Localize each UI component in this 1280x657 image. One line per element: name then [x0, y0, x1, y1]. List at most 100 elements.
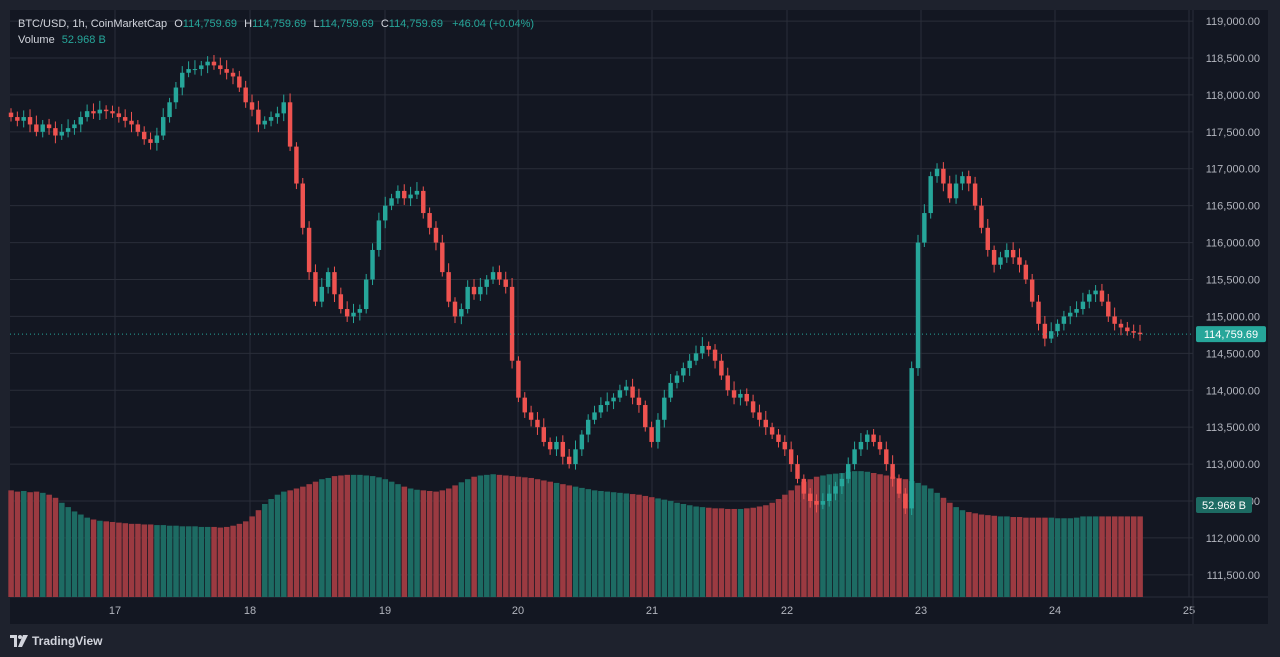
tradingview-logo[interactable]: TradingView: [10, 634, 102, 648]
volume-bar: [179, 526, 186, 597]
volume-bar: [452, 485, 458, 597]
candle-body: [459, 309, 464, 317]
candle-body: [161, 117, 166, 136]
candle-body: [865, 434, 870, 442]
volume-bar: [147, 524, 154, 597]
candle-body: [15, 117, 20, 121]
candle-body: [408, 194, 413, 199]
candle-body: [624, 386, 629, 391]
volume-bar: [97, 520, 103, 597]
volume-bar: [667, 500, 674, 597]
candle-body: [319, 286, 325, 302]
candle-body: [928, 176, 933, 214]
candle-body: [522, 397, 527, 413]
candle-body: [738, 393, 743, 398]
volume-bar: [281, 491, 287, 597]
volume-bar: [763, 505, 769, 597]
x-tick-label: 17: [109, 605, 121, 617]
candle-body: [776, 434, 781, 442]
candle-body: [154, 135, 160, 143]
volume-bar: [503, 475, 509, 597]
candle-body: [801, 478, 807, 494]
candle-body: [65, 128, 71, 132]
volume-bar: [718, 508, 725, 597]
candle-body: [909, 368, 914, 509]
volume-bar: [712, 508, 718, 597]
volume-bar: [420, 490, 427, 597]
volume-bar: [617, 492, 623, 597]
candle-body: [471, 286, 477, 295]
volume-bar: [699, 507, 706, 597]
candle-body: [1118, 323, 1124, 328]
volume-bar: [325, 477, 332, 597]
candle-body: [541, 427, 547, 442]
candle-body: [287, 102, 293, 147]
candle-body: [192, 69, 198, 71]
candle-body: [960, 176, 965, 184]
candle-body: [839, 478, 845, 487]
candle-body: [700, 345, 705, 354]
candle-body: [110, 111, 115, 114]
candle-body: [46, 124, 52, 129]
volume-bar: [877, 474, 883, 597]
candle-body: [598, 405, 604, 413]
candle-body: [750, 401, 756, 413]
candle-body: [218, 65, 223, 70]
volume-bar: [217, 527, 224, 597]
volume-bar: [1092, 516, 1099, 597]
volume-bar: [1023, 517, 1029, 597]
volume-bar: [902, 479, 909, 597]
candle-body: [890, 464, 895, 479]
symbol-label[interactable]: BTC/USD, 1h, CoinMarketCap: [18, 18, 168, 30]
candle-body: [795, 464, 800, 479]
candle-body: [985, 227, 990, 250]
x-tick-label: 21: [646, 605, 658, 617]
open-label: O: [174, 18, 183, 30]
candle-body: [941, 168, 946, 184]
volume-bar: [636, 494, 642, 597]
y-tick-label: 114,500.00: [1206, 348, 1260, 360]
volume-bar: [522, 477, 528, 597]
x-tick-label: 23: [915, 605, 927, 617]
candle-body: [966, 176, 971, 184]
candle-body: [1137, 332, 1143, 335]
high-label: H: [244, 18, 253, 30]
volume-bar: [947, 502, 953, 597]
candle-body: [484, 279, 489, 287]
candle-body: [84, 111, 90, 118]
candle-body: [807, 493, 813, 502]
x-tick-label: 24: [1049, 605, 1061, 617]
volume-bar: [369, 476, 376, 597]
volume-bar: [433, 491, 439, 597]
candle-body: [325, 272, 331, 287]
volume-bar: [598, 490, 604, 597]
volume-bar: [832, 473, 839, 597]
y-tick-label: 118,000.00: [1206, 90, 1260, 102]
volume-bar: [1029, 517, 1036, 597]
volume-bar: [319, 479, 325, 597]
volume-bar: [896, 477, 902, 597]
volume-bar: [566, 485, 573, 597]
candle-body: [681, 368, 686, 376]
volume-bar: [985, 515, 991, 597]
volume-bar: [52, 497, 59, 597]
x-tick-label: 25: [1183, 605, 1195, 617]
tradingview-brand: TradingView: [32, 634, 103, 648]
candle-body: [1029, 279, 1035, 302]
candle-body: [1055, 323, 1060, 332]
volume-bar: [312, 481, 319, 597]
candle-body: [446, 272, 451, 302]
candle-body: [141, 131, 147, 140]
volume-bar: [27, 492, 33, 597]
volume-label[interactable]: Volume: [18, 34, 55, 46]
candle-body: [395, 190, 401, 199]
candle-body: [211, 61, 217, 66]
candle-body: [922, 213, 927, 243]
volume-bar: [490, 474, 496, 597]
candle-body: [78, 117, 83, 125]
candle-body: [788, 449, 794, 465]
volume-bar: [820, 475, 826, 597]
volume-bar: [471, 476, 477, 597]
